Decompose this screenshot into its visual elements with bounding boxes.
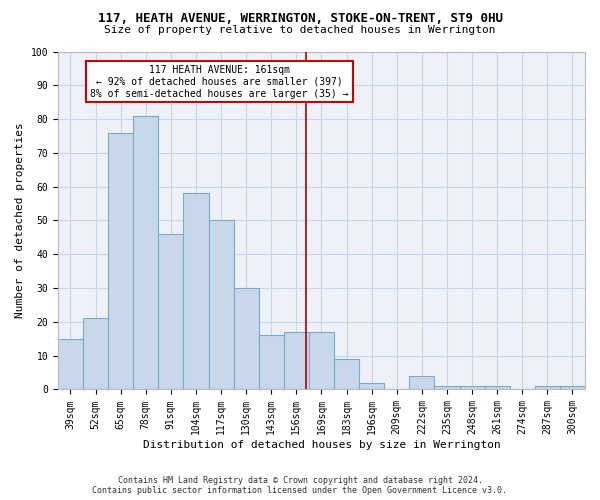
Bar <box>184 194 209 390</box>
Y-axis label: Number of detached properties: Number of detached properties <box>15 122 25 318</box>
Bar <box>434 386 460 390</box>
Bar <box>309 332 334 390</box>
Bar <box>158 234 184 390</box>
Bar <box>460 386 485 390</box>
Bar <box>560 386 585 390</box>
Text: 117, HEATH AVENUE, WERRINGTON, STOKE-ON-TRENT, ST9 0HU: 117, HEATH AVENUE, WERRINGTON, STOKE-ON-… <box>97 12 503 26</box>
Text: Contains HM Land Registry data © Crown copyright and database right 2024.
Contai: Contains HM Land Registry data © Crown c… <box>92 476 508 495</box>
Bar <box>233 288 259 390</box>
Text: 117 HEATH AVENUE: 161sqm
← 92% of detached houses are smaller (397)
8% of semi-d: 117 HEATH AVENUE: 161sqm ← 92% of detach… <box>90 66 349 98</box>
Bar <box>359 382 384 390</box>
Bar <box>485 386 510 390</box>
Bar <box>535 386 560 390</box>
Bar <box>133 116 158 390</box>
X-axis label: Distribution of detached houses by size in Werrington: Distribution of detached houses by size … <box>143 440 500 450</box>
Bar <box>409 376 434 390</box>
Bar <box>259 336 284 390</box>
Text: Size of property relative to detached houses in Werrington: Size of property relative to detached ho… <box>104 25 496 35</box>
Bar <box>284 332 309 390</box>
Bar <box>334 359 359 390</box>
Bar <box>209 220 233 390</box>
Bar <box>108 132 133 390</box>
Bar <box>83 318 108 390</box>
Bar <box>58 339 83 390</box>
